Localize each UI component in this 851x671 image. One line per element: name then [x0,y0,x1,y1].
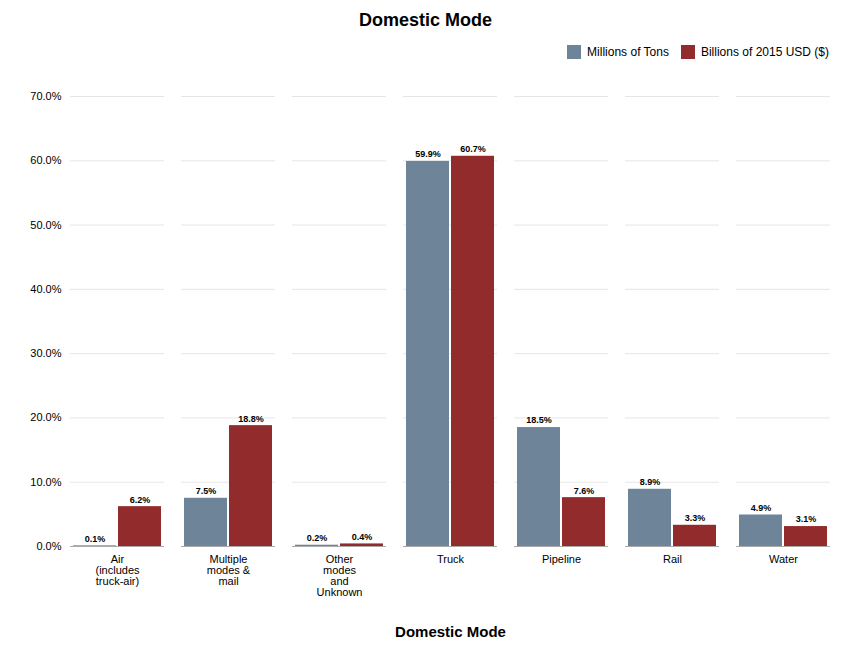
svg-text:Pipeline: Pipeline [542,553,581,565]
svg-text:60.7%: 60.7% [460,144,486,154]
svg-text:Air(includestruck-air): Air(includestruck-air) [95,553,140,587]
svg-text:8.9%: 8.9% [640,477,661,487]
svg-text:7.6%: 7.6% [574,486,595,496]
svg-text:4.9%: 4.9% [751,503,772,513]
svg-text:Multiplemodes &mail: Multiplemodes &mail [207,553,251,587]
svg-text:20.0%: 20.0% [30,411,61,423]
svg-text:50.0%: 50.0% [30,219,61,231]
svg-text:3.1%: 3.1% [796,514,817,524]
svg-text:Truck: Truck [437,553,465,565]
html-text:Billions of 2015 USD ($): Billions of 2015 USD ($) [700,44,829,59]
svg-text:3.3%: 3.3% [685,513,706,523]
svg-text:Domestic Mode: Domestic Mode [395,623,506,640]
svg-text:Rail: Rail [663,553,682,565]
svg-text:30.0%: 30.0% [30,347,61,359]
svg-text:6.2%: 6.2% [130,495,151,505]
svg-text:0.1%: 0.1% [85,534,106,544]
svg-text:0.2%: 0.2% [307,533,328,543]
svg-text:60.0%: 60.0% [30,154,61,166]
svg-text:7.5%: 7.5% [196,486,217,496]
svg-text:40.0%: 40.0% [30,283,61,295]
svg-text:OthermodesandUnknown: OthermodesandUnknown [317,553,363,598]
svg-text:0.4%: 0.4% [352,532,373,542]
svg-text:59.9%: 59.9% [415,149,441,159]
html-text:Millions of Tons: Millions of Tons [587,44,669,59]
svg-text:Water: Water [769,553,798,565]
svg-text:0.0%: 0.0% [36,540,61,552]
svg-text:10.0%: 10.0% [30,476,61,488]
html-text:Domestic Mode: Domestic Mode [359,10,492,30]
svg-text:18.8%: 18.8% [238,414,264,424]
svg-text:18.5%: 18.5% [526,415,552,425]
svg-text:70.0%: 70.0% [30,90,61,102]
